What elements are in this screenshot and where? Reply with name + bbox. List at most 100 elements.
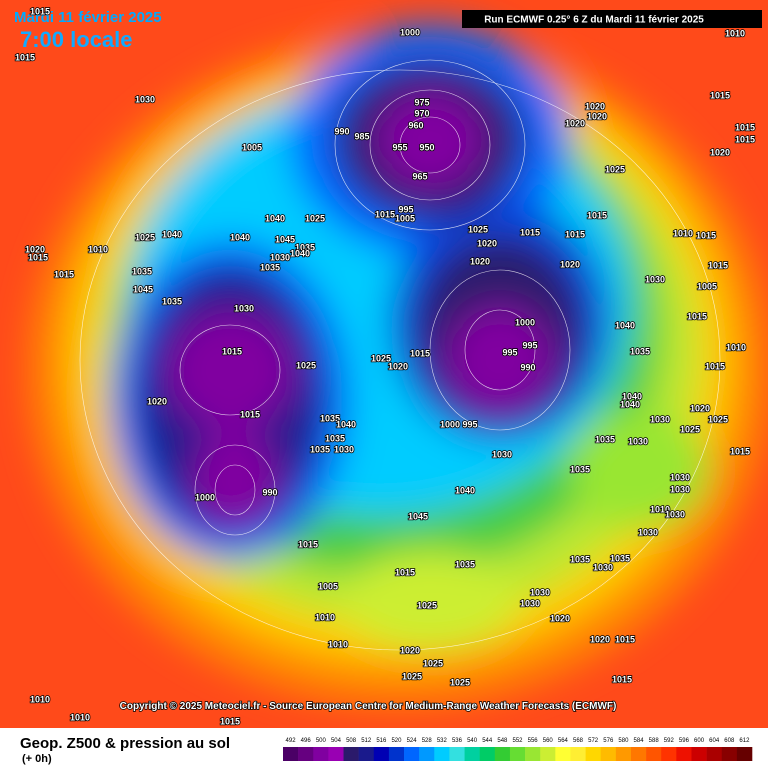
pressure-label: 1020 — [690, 403, 710, 413]
pressure-label: 1015 — [615, 634, 635, 644]
pressure-label: 995 — [398, 204, 413, 214]
pressure-label: 1020 — [590, 634, 610, 644]
pressure-label: 1035 — [455, 559, 475, 569]
colorbar-tick-label: 576 — [603, 738, 614, 744]
colorbar-swatch — [494, 747, 511, 761]
pressure-label: 1015 — [710, 90, 730, 100]
colorbar-tick-label: 508 — [346, 738, 357, 744]
pressure-label: 1015 — [410, 348, 430, 358]
run-box — [462, 10, 762, 28]
pressure-label: 985 — [354, 131, 369, 141]
colorbar-tick-label: 568 — [573, 738, 584, 744]
pressure-label: 1005 — [395, 213, 415, 223]
pressure-label: 1010 — [328, 639, 348, 649]
pressure-label: 1030 — [520, 598, 540, 608]
pressure-label: 1025 — [305, 213, 325, 223]
pressure-label: 1030 — [234, 303, 254, 313]
colorbar-swatch — [661, 747, 677, 761]
colorbar-tick-label: 528 — [422, 738, 433, 744]
pressure-label: 1000 — [400, 27, 420, 37]
colorbar-tick-label: 496 — [301, 738, 312, 744]
pressure-label: 1010 — [315, 612, 335, 622]
pressure-label: 1005 — [318, 581, 338, 591]
colorbar-tick-label: 560 — [543, 738, 554, 744]
colorbar-tick-label: 536 — [452, 738, 463, 744]
colorbar-tick-label: 520 — [391, 738, 402, 744]
pressure-label: 1015 — [708, 260, 728, 270]
colorbar-swatch — [615, 747, 632, 761]
pressure-label: 1040 — [265, 213, 285, 223]
pressure-label: 1015 — [222, 346, 242, 356]
pressure-label: 1015 — [395, 567, 415, 577]
colorbar-swatch — [283, 747, 299, 761]
colorbar-swatch — [449, 747, 465, 761]
colorbar-swatch — [328, 747, 344, 761]
pressure-label: 1020 — [565, 118, 585, 128]
run-info: Run ECMWF 0.25° 6 Z du Mardi 11 février … — [484, 15, 704, 26]
lead-time: (+ 0h) — [22, 753, 52, 765]
pressure-label: 990 — [334, 126, 349, 136]
pressure-label: 990 — [520, 362, 535, 372]
pressure-label: 1005 — [242, 142, 262, 152]
pressure-label: 1035 — [320, 413, 340, 423]
colorbar-tick-label: 500 — [316, 738, 327, 744]
pressure-label: 1015 — [696, 230, 716, 240]
colorbar-swatch — [600, 747, 617, 761]
pressure-label: 965 — [412, 171, 427, 181]
pressure-label: 1015 — [54, 269, 74, 279]
colorbar-swatch — [736, 747, 753, 761]
pressure-label: 1025 — [296, 360, 316, 370]
colorbar-swatch — [706, 747, 723, 761]
colorbar-swatch — [555, 747, 571, 761]
colorbar-swatch — [388, 747, 405, 761]
pressure-label: 1025 — [468, 224, 488, 234]
colorbar-swatch — [313, 747, 329, 761]
pressure-label: 1040 — [622, 391, 642, 401]
pressure-label: 1020 — [585, 101, 605, 111]
pressure-label: 1025 — [708, 414, 728, 424]
pressure-label: 1005 — [697, 281, 717, 291]
pressure-label: 1015 — [298, 539, 318, 549]
pressure-label: 1015 — [687, 311, 707, 321]
colorbar-tick-label: 612 — [739, 738, 750, 744]
pressure-label: 1020 — [560, 259, 580, 269]
colorbar-tick-label: 544 — [482, 738, 493, 744]
colorbar-swatch — [540, 747, 556, 761]
colorbar-swatch — [630, 747, 647, 761]
colorbar-swatch — [298, 747, 314, 761]
pressure-label: 995 — [502, 347, 517, 357]
date: Mardi 11 février 2025 — [14, 9, 162, 26]
pressure-label: 1020 — [470, 256, 490, 266]
colorbar-tick-label: 604 — [709, 738, 720, 744]
pressure-label: 1020 — [710, 147, 730, 157]
colorbar-tick-label: 532 — [437, 738, 448, 744]
pressure-label: 1040 — [455, 485, 475, 495]
colorbar-swatch — [721, 747, 738, 761]
pressure-label: 1030 — [492, 449, 512, 459]
colorbar-swatch — [646, 747, 662, 761]
pressure-label: 1040 — [162, 229, 182, 239]
pressure-label: 1040 — [290, 248, 310, 258]
pressure-label: 1025 — [371, 353, 391, 363]
pressure-label: 1015 — [28, 252, 48, 262]
pressure-label: 995 — [522, 340, 537, 350]
pressure-label: 990 — [262, 487, 277, 497]
pressure-label: 1035 — [630, 346, 650, 356]
pressure-label: 1020 — [388, 361, 408, 371]
pressure-label: 1030 — [270, 252, 290, 262]
pressure-label: 1025 — [605, 164, 625, 174]
colorbar-tick-label: 504 — [331, 738, 342, 744]
colorbar-tick-label: 516 — [376, 738, 387, 744]
colorbar-tick-label: 596 — [679, 738, 690, 744]
colorbar-swatch — [434, 747, 450, 761]
colorbar-tick-label: 584 — [634, 738, 645, 744]
pressure-label: 1030 — [670, 484, 690, 494]
pressure-label: 975 — [414, 97, 429, 107]
pressure-label: 1035 — [570, 554, 590, 564]
pressure-label: 1020 — [25, 244, 45, 254]
pressure-label: 1025 — [680, 424, 700, 434]
colorbar-tick-label: 600 — [694, 738, 705, 744]
colorbar-tick-label: 608 — [724, 738, 735, 744]
pressure-label: 1015 — [375, 209, 395, 219]
colorbar-swatch — [419, 747, 435, 761]
